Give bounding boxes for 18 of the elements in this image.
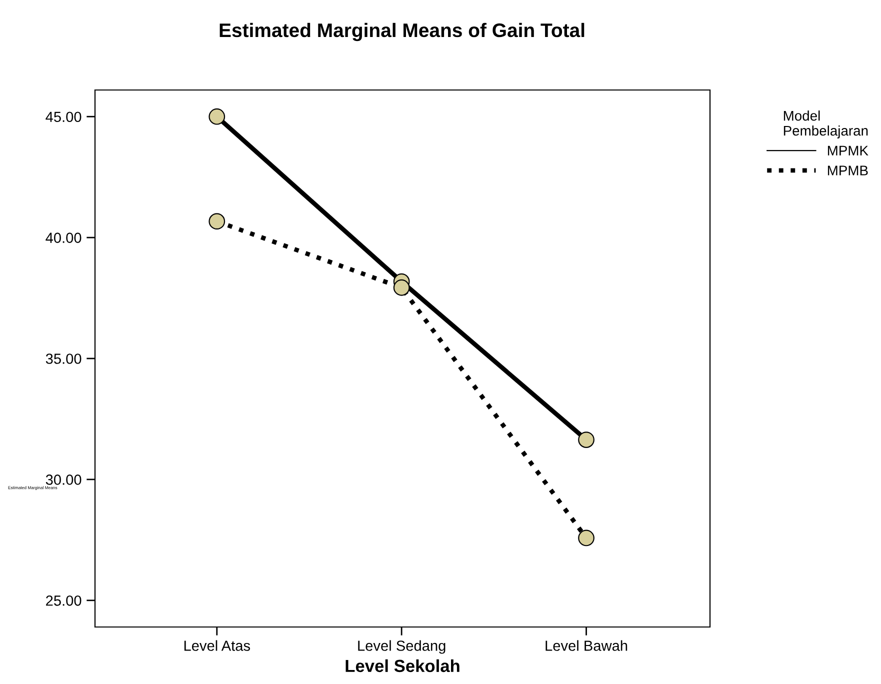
x-tick-label: Level Sedang: [358, 640, 446, 654]
y-tick-label: 45.00: [46, 112, 82, 122]
legend-label: MPMB: [828, 166, 868, 176]
point: [393, 279, 410, 296]
y-tick-label: 30.00: [46, 474, 82, 485]
point: [208, 108, 226, 125]
point: [578, 432, 594, 448]
chart-title: Estimated Marginal Means of Gain Total: [220, 22, 584, 42]
point: [578, 530, 594, 546]
x-tick-label: Level Atas: [184, 640, 250, 651]
legend-title: Model Pembelajaran: [784, 110, 868, 138]
point: [208, 213, 226, 230]
legend-label: MPMK: [828, 146, 868, 156]
y-tick-label: 25.00: [46, 595, 82, 606]
x-tick-label: Level Bawah: [546, 640, 628, 651]
y-tick-label: 35.00: [46, 354, 82, 364]
x-axis-title: Level Sekolah: [346, 659, 460, 672]
y-tick-label: 40.00: [46, 232, 82, 243]
